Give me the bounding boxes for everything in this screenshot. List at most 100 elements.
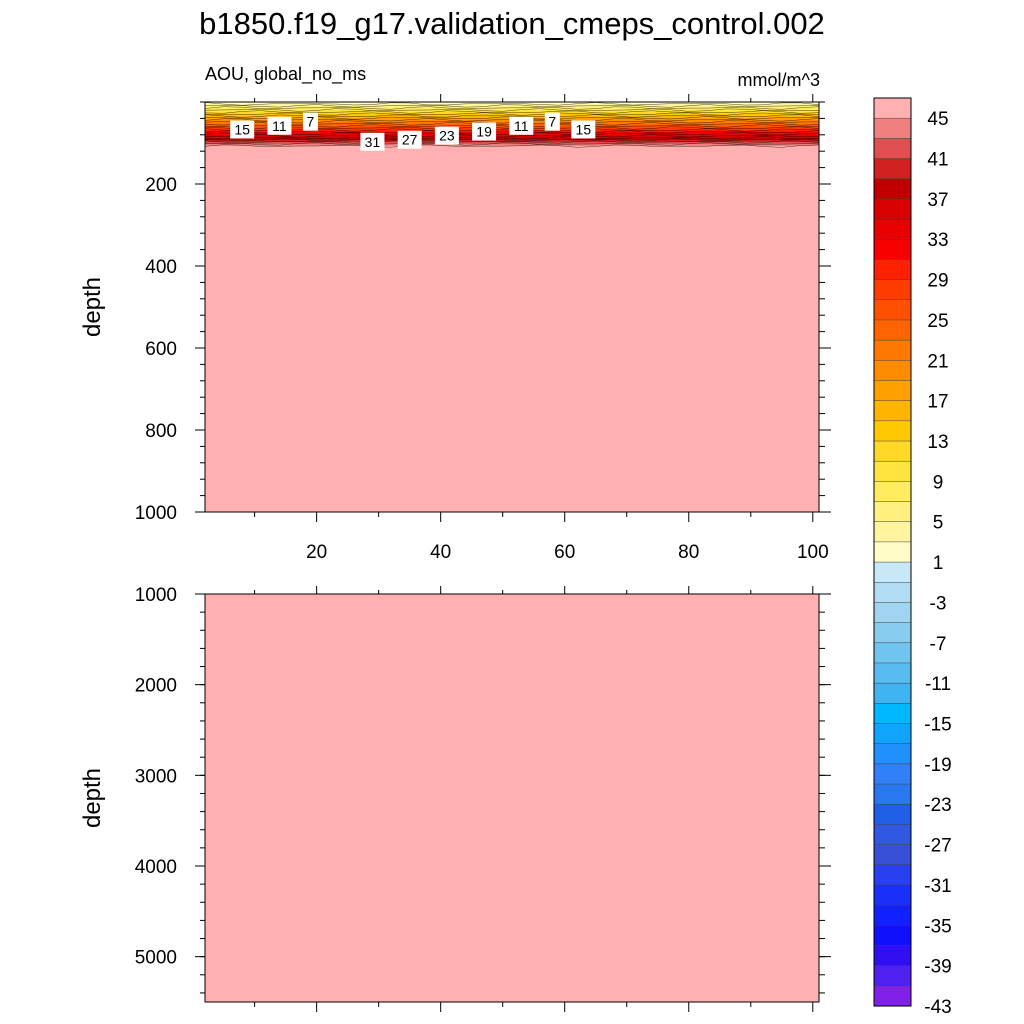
colorbar-label: -7	[930, 634, 947, 655]
y-tick-label: 600	[145, 339, 177, 360]
x-tick-label: 60	[554, 542, 575, 563]
contour-line	[204, 134, 820, 138]
colorbar-box	[873, 803, 912, 825]
colorbar-box	[873, 965, 912, 987]
variable-label: AOU, global_no_ms	[205, 64, 366, 85]
contour-label-box	[434, 126, 459, 145]
colorbar-box	[873, 723, 912, 745]
colorbar-box	[873, 844, 912, 866]
colorbar-label: 5	[933, 513, 944, 534]
contour-band	[205, 135, 819, 139]
contour-line	[204, 108, 819, 112]
colorbar: 45 41 37 33 29 25 21 17 13 9 5 1 -3 -7 -11 -15 -19 -23 -27…	[873, 97, 952, 1018]
y-tick-label: 1000	[135, 503, 177, 524]
colorbar-box	[873, 198, 912, 220]
contour-label: 31	[365, 134, 381, 150]
colorbar-box	[873, 440, 912, 462]
contour-label-box	[397, 130, 422, 149]
colorbar-box	[873, 138, 912, 160]
colorbar-box	[873, 703, 912, 725]
contour-band	[205, 105, 819, 109]
colorbar-label: 25	[927, 311, 948, 332]
contour-label: 19	[476, 124, 492, 140]
upper-panel: 15 11 7 31 27 23 19 11 7 15 200 400 600 800 1000 20 40 60…	[79, 94, 831, 563]
y-tick-label: 400	[145, 257, 177, 278]
colorbar-label: 45	[927, 109, 948, 130]
colorbar-frame	[873, 97, 912, 1007]
contour-label-box	[302, 112, 318, 131]
colorbar-box	[873, 682, 912, 704]
contour-line	[204, 106, 820, 110]
contour-label-box	[571, 120, 596, 139]
panel-frame	[204, 101, 820, 513]
x-tick-label: 20	[306, 542, 327, 563]
colorbar-box	[873, 178, 912, 200]
contour-label-box	[360, 132, 385, 151]
colorbar-box	[873, 218, 912, 240]
colorbar-label: -15	[924, 715, 951, 736]
colorbar-box	[873, 279, 912, 301]
colorbar-box	[873, 420, 912, 442]
contour-label: 7	[307, 114, 315, 130]
contour-band	[205, 143, 819, 147]
plot-title: b1850.f19_g17.validation_cmeps_control.0…	[199, 6, 825, 41]
colorbar-label: 33	[927, 230, 948, 251]
y-axis-label: depth	[79, 277, 106, 337]
colorbar-box	[873, 400, 912, 422]
contour-label-box	[472, 122, 497, 141]
contour-line	[204, 142, 820, 146]
colorbar-box	[873, 824, 912, 846]
contour-label: 15	[576, 121, 592, 137]
colorbar-label: 29	[927, 271, 948, 292]
contour-label-box	[267, 116, 292, 135]
contour-band	[205, 113, 819, 117]
contour-line	[204, 104, 820, 108]
x-tick-label: 80	[678, 542, 699, 563]
contour-band	[205, 145, 819, 149]
y-tick-label: 4000	[135, 857, 177, 878]
colorbar-box	[873, 238, 912, 260]
colorbar-box	[873, 904, 912, 926]
contour-line	[204, 144, 820, 148]
contour-line	[205, 136, 820, 140]
colorbar-box	[873, 299, 912, 321]
x-tick-label: 100	[797, 542, 829, 563]
colorbar-label: -39	[924, 957, 951, 978]
colorbar-box	[873, 97, 912, 119]
field-fill	[205, 102, 819, 512]
colorbar-box	[873, 561, 912, 583]
colorbar-label: -11	[925, 674, 951, 695]
contour-label: 7	[548, 114, 556, 130]
colorbar-box	[873, 117, 912, 139]
colorbar-box	[873, 360, 912, 382]
colorbar-box	[873, 945, 912, 967]
contour-line	[204, 102, 820, 106]
colorbar-box	[873, 622, 912, 644]
colorbar-label: -19	[924, 755, 951, 776]
colorbar-box	[873, 460, 912, 482]
colorbar-box	[873, 521, 912, 543]
contour-label: 11	[514, 118, 529, 134]
colorbar-box	[873, 541, 912, 563]
contour-band	[205, 111, 819, 115]
colorbar-label: 17	[927, 392, 948, 413]
colorbar-label: -31	[924, 876, 951, 897]
colorbar-label: -3	[930, 593, 947, 614]
y-tick-label: 200	[145, 175, 177, 196]
colorbar-box	[873, 259, 912, 281]
colorbar-label: -43	[924, 997, 951, 1018]
colorbar-label: 41	[927, 150, 948, 171]
colorbar-box	[873, 662, 912, 684]
colorbar-label: -23	[924, 795, 951, 816]
x-tick-label: 40	[430, 542, 451, 563]
contour-label: 23	[439, 128, 455, 144]
colorbar-box	[873, 763, 912, 785]
y-tick-label: 800	[145, 421, 177, 442]
contour-line	[204, 140, 820, 144]
colorbar-box	[873, 319, 912, 341]
colorbar-label: -35	[924, 916, 951, 937]
contour-label-box	[544, 112, 560, 131]
colorbar-label: 13	[927, 432, 948, 453]
y-tick-label: 5000	[135, 948, 177, 969]
